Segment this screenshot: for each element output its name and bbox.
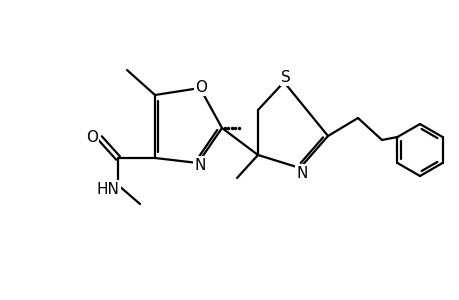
Text: N: N xyxy=(296,166,307,181)
Text: HN: HN xyxy=(96,182,119,196)
Text: O: O xyxy=(86,130,98,145)
Text: O: O xyxy=(195,80,207,94)
Text: S: S xyxy=(280,70,290,85)
Text: N: N xyxy=(194,158,205,172)
